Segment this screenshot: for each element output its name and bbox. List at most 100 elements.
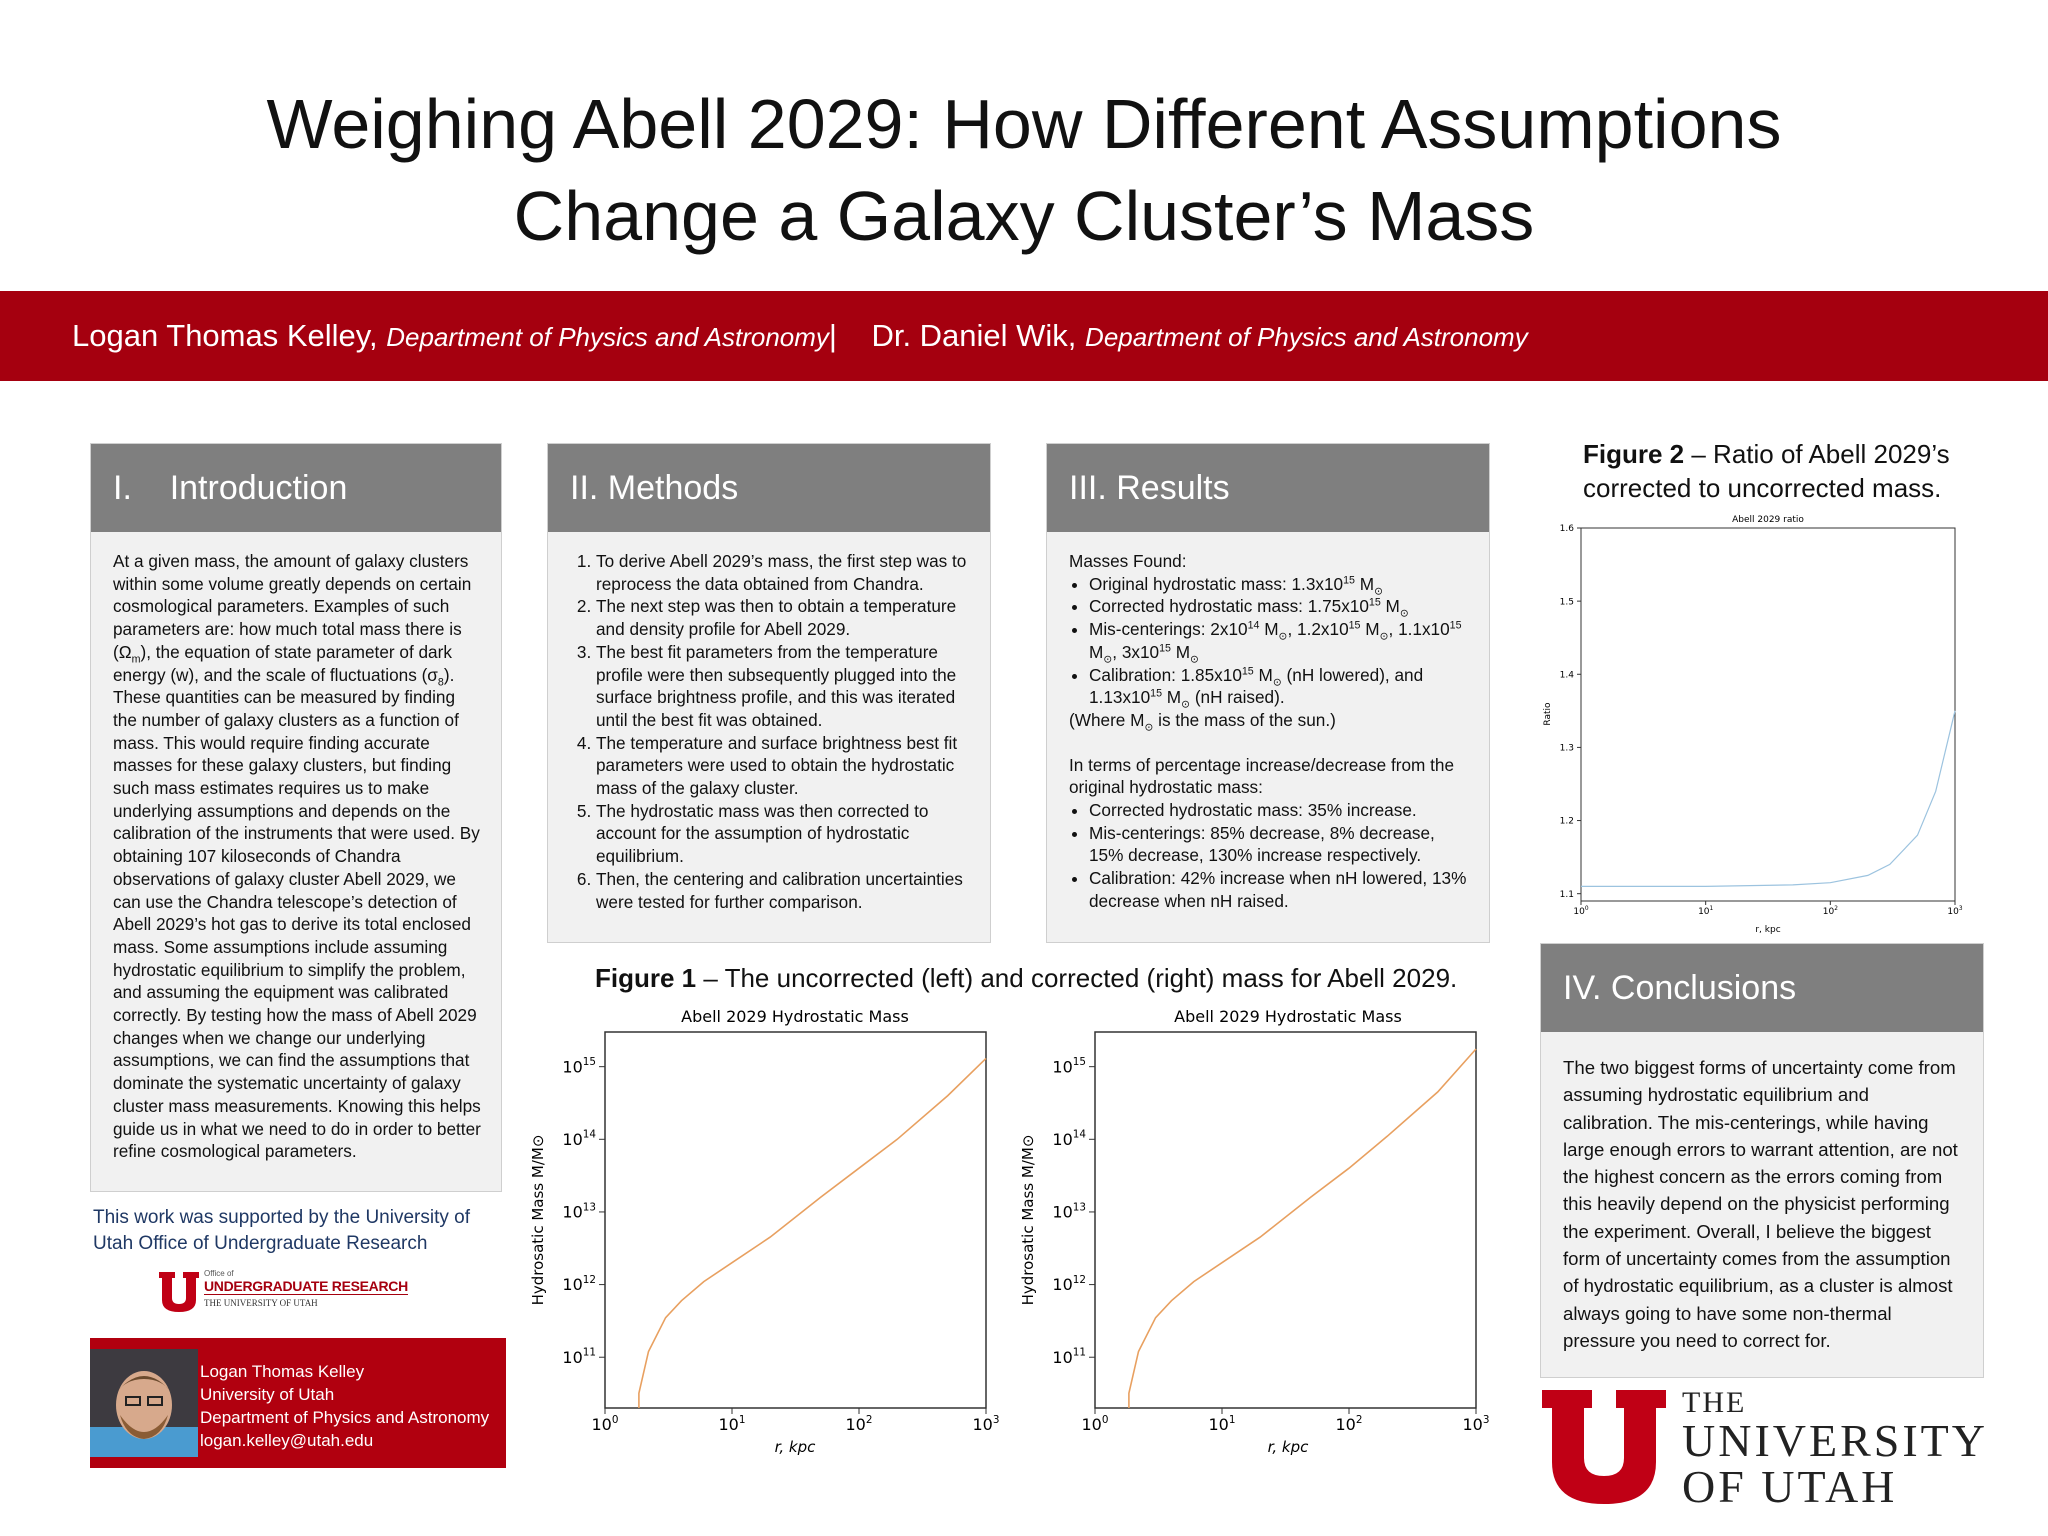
percent-list: Corrected hydrostatic mass: 35% increase… — [1069, 799, 1469, 913]
left-y-label: Hydrosatic Mass M/M⊙ — [529, 1135, 547, 1306]
y-tick-label: 1.6 — [1560, 524, 1575, 534]
methods-body: To derive Abell 2029’s mass, the first s… — [548, 532, 990, 913]
contact-dept: Department of Physics and Astronomy — [200, 1408, 490, 1427]
conclusions-heading: IV. Conclusions — [1541, 944, 1983, 1032]
masses-list: Original hydrostatic mass: 1.3x1015 M⊙ C… — [1069, 573, 1469, 710]
methods-step: To derive Abell 2029’s mass, the first s… — [596, 550, 970, 595]
y-tick-label: 1015 — [1052, 1056, 1086, 1076]
mass-original: Original hydrostatic mass: 1.3x1015 M⊙ — [1089, 573, 1469, 597]
x-tick-label: 100 — [1573, 906, 1588, 917]
contact-card: Logan Thomas Kelley University of Utah D… — [90, 1338, 506, 1468]
y-tick-label: 1.5 — [1560, 597, 1574, 607]
x-tick-label: 102 — [1336, 1414, 1363, 1434]
x-tick-label: 100 — [1082, 1414, 1109, 1434]
x-tick-label: 103 — [1463, 1414, 1490, 1434]
introduction-numeral: I. — [113, 469, 132, 507]
methods-step: Then, the centering and calibration unce… — [596, 868, 970, 913]
x-tick-label: 101 — [1209, 1414, 1236, 1434]
ratio-plot-frame — [1580, 527, 1956, 902]
results-heading: III. Results — [1047, 444, 1489, 532]
title-line-1: Weighing Abell 2029: How Different Assum… — [266, 85, 1782, 163]
x-tick-label: 102 — [846, 1414, 873, 1434]
right-y-label: Hydrosatic Mass M/M⊙ — [1019, 1135, 1037, 1306]
block-u-icon — [1542, 1390, 1666, 1504]
figure2-label: Figure 2 — [1583, 439, 1685, 469]
logo-small-line: Office of — [204, 1269, 234, 1278]
author-1-dept: Department of Physics and Astronomy — [386, 322, 829, 352]
support-note: This work was supported by the Universit… — [93, 1207, 470, 1254]
y-tick-label: 1.4 — [1560, 670, 1575, 680]
x-tick-label: 100 — [592, 1414, 619, 1434]
introduction-panel: I. Introduction At a given mass, the amo… — [90, 443, 502, 1192]
ratio-x-label: r, kpc — [1755, 925, 1780, 935]
introduction-heading: I. Introduction — [91, 444, 501, 532]
conclusions-panel: IV. Conclusions The two biggest forms of… — [1540, 943, 1984, 1378]
y-tick-label: 1011 — [1052, 1347, 1086, 1367]
right-plot-frame — [1094, 1031, 1477, 1409]
figure2-caption-text: – Ratio of Abell 2029’s — [1684, 439, 1950, 469]
percent-item: Mis-centerings: 85% decrease, 8% decreas… — [1089, 822, 1469, 867]
left-series-line — [638, 1057, 987, 1408]
y-tick-label: 1013 — [562, 1201, 596, 1221]
ratio-chart-title: Abell 2029 ratio — [1732, 515, 1804, 525]
poster-title: Weighing Abell 2029: How Different Assum… — [0, 78, 2048, 262]
y-tick-label: 1015 — [562, 1056, 596, 1076]
right-series-line — [1128, 1048, 1477, 1408]
figure1-caption-text: – The uncorrected (left) and corrected (… — [696, 963, 1458, 993]
author-banner: Logan Thomas Kelley, Department of Physi… — [0, 291, 2048, 381]
methods-step: The hydrostatic mass was then corrected … — [596, 800, 970, 868]
percent-item: Corrected hydrostatic mass: 35% increase… — [1089, 799, 1469, 822]
x-tick-label: 101 — [719, 1414, 746, 1434]
x-tick-label: 101 — [1698, 906, 1713, 917]
ratio-series-line — [1581, 710, 1956, 887]
corrected-mass-chart: Abell 2029 Hydrostatic Mass r, kpc Hydro… — [1019, 1007, 1490, 1456]
contact-email[interactable]: logan.kelley@utah.edu — [200, 1431, 374, 1450]
y-tick-label: 1013 — [1052, 1201, 1086, 1221]
x-tick-label: 103 — [973, 1414, 1000, 1434]
x-tick-label: 103 — [1947, 906, 1962, 917]
sigma-subscript: 8 — [437, 675, 444, 688]
author-2-dept: Department of Physics and Astronomy — [1085, 322, 1528, 352]
contact-name: Logan Thomas Kelley — [200, 1362, 365, 1381]
introduction-text: At a given mass, the amount of galaxy cl… — [91, 532, 501, 1163]
mass-calibration: Calibration: 1.85x1015 M⊙ (nH lowered), … — [1089, 664, 1469, 710]
methods-steps: To derive Abell 2029’s mass, the first s… — [570, 550, 970, 913]
author-1-name: Logan Thomas Kelley, — [72, 318, 378, 353]
left-plot-frame — [604, 1031, 987, 1409]
figure2-caption-text: corrected to uncorrected mass. — [1583, 473, 1942, 503]
logo-line-of-utah: OF UTAH — [1682, 1461, 1898, 1512]
sun-mass-note: (Where M⊙ is the mass of the sun.) — [1069, 709, 1336, 734]
y-tick-label: 1014 — [562, 1129, 596, 1149]
y-tick-label: 1.1 — [1560, 890, 1574, 900]
results-body: Masses Found: Original hydrostatic mass:… — [1047, 532, 1489, 913]
intro-text-part: ), the equation of state parameter of da… — [113, 641, 452, 685]
figure2-caption: Figure 2 – Ratio of Abell 2029’s correct… — [1583, 437, 2003, 505]
y-tick-label: 1014 — [1052, 1129, 1086, 1149]
contact-lines: Logan Thomas Kelley University of Utah D… — [200, 1360, 489, 1452]
y-tick-label: 1012 — [1052, 1274, 1086, 1294]
left-chart-title: Abell 2029 Hydrostatic Mass — [681, 1007, 909, 1026]
methods-heading: II. Methods — [548, 444, 990, 532]
author-photo-icon — [90, 1349, 198, 1457]
results-panel: III. Results Masses Found: Original hydr… — [1046, 443, 1490, 943]
x-tick-label: 102 — [1823, 906, 1838, 917]
omega-subscript: m — [131, 653, 141, 666]
logo-line-university: UNIVERSITY — [1682, 1415, 1988, 1466]
logo-line-the: THE — [1682, 1386, 1747, 1419]
methods-step: The best fit parameters from the tempera… — [596, 641, 970, 732]
figure1-caption: Figure 1 – The uncorrected (left) and co… — [595, 961, 1495, 995]
right-chart-title: Abell 2029 Hydrostatic Mass — [1174, 1007, 1402, 1026]
figure1-label: Figure 1 — [595, 963, 697, 993]
masses-label: Masses Found: — [1069, 551, 1187, 571]
y-tick-label: 1012 — [562, 1274, 596, 1294]
introduction-title: Introduction — [169, 469, 348, 507]
undergraduate-research-logo: Office of UNDERGRADUATE RESEARCH THE UNI… — [157, 1268, 417, 1318]
ratio-chart: Abell 2029 ratio r, kpc Ratio 100 101 102 1… — [1543, 515, 1963, 935]
logo-main-line: UNDERGRADUATE RESEARCH — [204, 1278, 408, 1295]
intro-text-part: ). These quantities can be measured by f… — [113, 664, 481, 1162]
contact-school: University of Utah — [200, 1385, 335, 1404]
left-x-label: r, kpc — [775, 1438, 817, 1456]
avatar — [90, 1349, 198, 1457]
y-tick-label: 1.2 — [1560, 817, 1574, 827]
methods-panel: II. Methods To derive Abell 2029’s mass,… — [547, 443, 991, 943]
